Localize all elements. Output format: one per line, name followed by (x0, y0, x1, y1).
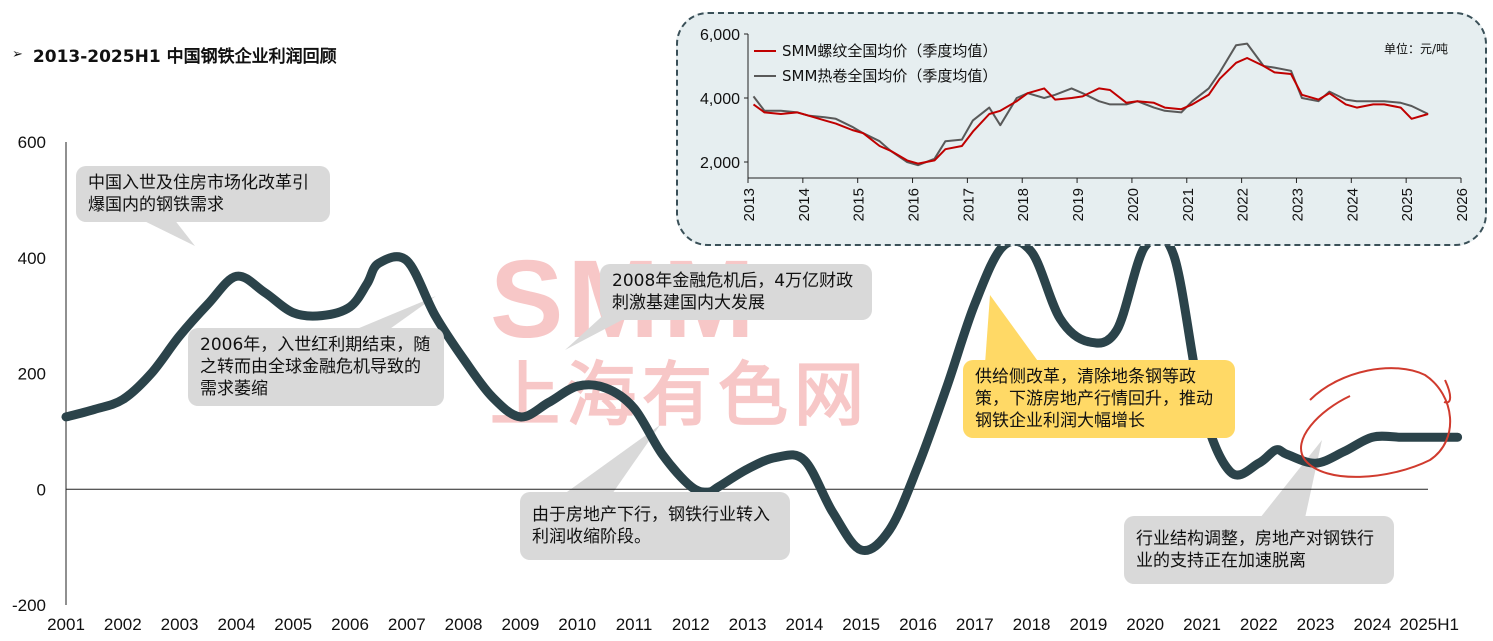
callout-pointer-4 (560, 425, 660, 497)
rebar-swatch (754, 49, 776, 52)
main-x-tick-label: 2005 (274, 615, 312, 634)
inset-price-panel: SMM螺纹全国均价（季度均值） SMM热卷全国均价（季度均值） 单位：元/吨 (676, 12, 1487, 246)
main-x-tick-label: 2013 (729, 615, 767, 634)
callout-pointer-1 (130, 214, 195, 246)
arrow-bullet-icon: ➢ (12, 47, 23, 62)
main-y-tick-label: 0 (37, 480, 46, 499)
legend-rebar-label: SMM螺纹全国均价（季度均值） (782, 42, 998, 60)
main-x-tick-label: 2018 (1013, 615, 1051, 634)
callout-2008-stimulus: 2008年金融危机后，4万亿财政刺激基建国内大发展 (600, 264, 872, 320)
hotcoil-swatch (754, 74, 776, 77)
main-x-tick-label: 2008 (445, 615, 483, 634)
callout-pointer-5 (985, 295, 1040, 364)
main-x-tick-label: 2022 (1240, 615, 1278, 634)
callout-structural-adjustment: 行业结构调整，房地产对钢铁行业的支持正在加速脱离 (1124, 516, 1394, 584)
callout-2006-decline: 2006年，入世红利期结束，随之转而由全球金融危机导致的需求萎缩 (188, 328, 444, 406)
main-x-tick-label: 2004 (217, 615, 255, 634)
main-x-tick-label: 2001 (47, 615, 85, 634)
main-x-tick-label: 2017 (956, 615, 994, 634)
legend-hotcoil: SMM热卷全国均价（季度均值） (754, 65, 997, 86)
main-x-tick-label: 2009 (501, 615, 539, 634)
main-x-tick-label: 2014 (785, 615, 823, 634)
callout-pointer-2 (340, 296, 436, 336)
main-y-tick-label: 600 (18, 133, 46, 152)
page-title: ➢ 2013-2025H1 中国钢铁企业利润回顾 (12, 42, 337, 67)
main-x-tick-label: 2007 (388, 615, 426, 634)
main-x-tick-label: 2020 (1126, 615, 1164, 634)
main-x-tick-label: 2015 (842, 615, 880, 634)
main-y-tick-label: -200 (12, 596, 46, 615)
main-x-tick-label: 2002 (104, 615, 142, 634)
main-y-tick-label: 200 (18, 365, 46, 384)
legend-rebar: SMM螺纹全国均价（季度均值） (754, 40, 997, 61)
title-text: 2013-2025H1 中国钢铁企业利润回顾 (32, 47, 337, 67)
main-x-tick-label: 2019 (1069, 615, 1107, 634)
main-x-tick-label: 2006 (331, 615, 369, 634)
main-x-tick-label: 2010 (558, 615, 596, 634)
callout-real-estate-downturn: 由于房地产下行，钢铁行业转入利润收缩阶段。 (520, 492, 790, 560)
main-series (61, 231, 1463, 555)
main-x-tick-label: 2021 (1183, 615, 1221, 634)
main-x-tick-label: 2023 (1297, 615, 1335, 634)
main-x-tick-label: 2003 (161, 615, 199, 634)
callout-supply-reform: 供给侧改革，清除地条钢等政策，下游房地产行情回升，推动钢铁企业利润大幅增长 (963, 360, 1235, 438)
main-y-tick-label: 400 (18, 249, 46, 268)
profit-series-line (61, 231, 1463, 555)
legend-hotcoil-label: SMM热卷全国均价（季度均值） (782, 67, 998, 85)
highlight-circle (1300, 367, 1452, 478)
unit-label: 单位：元/吨 (1384, 42, 1449, 56)
main-x-tick-label: 2024 (1353, 615, 1391, 634)
main-x-tick-label: 2012 (672, 615, 710, 634)
main-x-tick-label: 2025H1 (1399, 615, 1459, 634)
callout-wto-demand: 中国入世及住房市场化改革引爆国内的钢铁需求 (76, 166, 330, 222)
main-x-tick-label: 2016 (899, 615, 937, 634)
main-x-tick-label: 2011 (616, 615, 653, 634)
